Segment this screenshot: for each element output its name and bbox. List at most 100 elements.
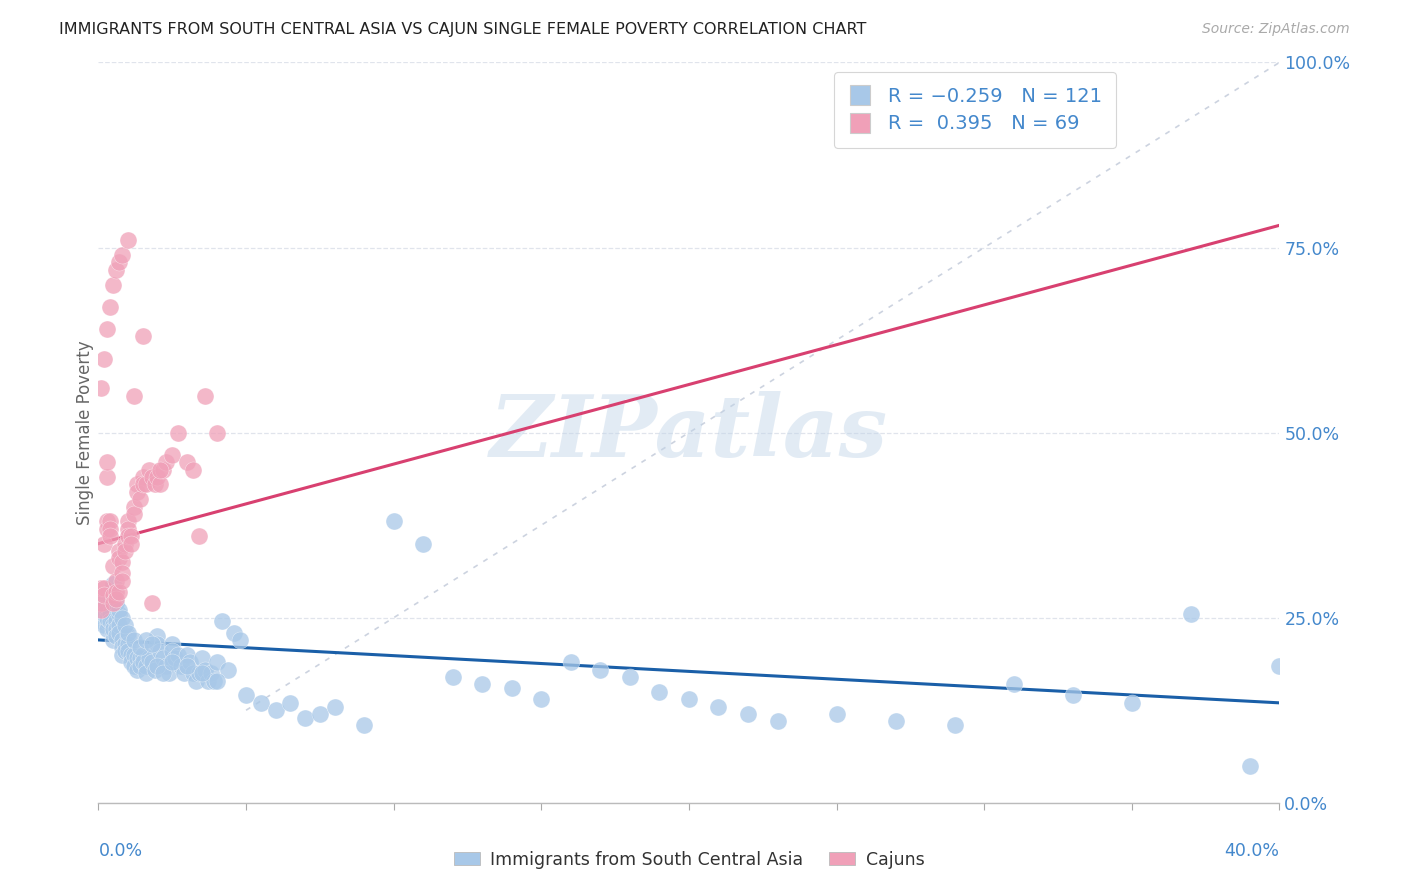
Point — [766, 714, 789, 729]
Point — [111, 555, 134, 569]
Point — [167, 648, 190, 662]
Point — [117, 529, 139, 543]
Text: IMMIGRANTS FROM SOUTH CENTRAL ASIA VS CAJUN SINGLE FEMALE POVERTY CORRELATION CH: IMMIGRANTS FROM SOUTH CENTRAL ASIA VS CA… — [59, 22, 866, 37]
Point — [111, 566, 134, 581]
Point — [108, 584, 131, 599]
Text: 40.0%: 40.0% — [1225, 842, 1279, 860]
Point — [111, 574, 134, 588]
Point — [103, 577, 125, 591]
Point — [217, 663, 239, 677]
Point — [678, 692, 700, 706]
Point — [143, 663, 166, 677]
Point — [471, 677, 494, 691]
Point — [530, 692, 553, 706]
Point — [235, 689, 257, 703]
Point — [589, 663, 612, 677]
Point — [181, 666, 204, 681]
Point — [194, 388, 217, 402]
Point — [120, 529, 142, 543]
Point — [155, 658, 177, 673]
Point — [122, 500, 145, 514]
Point — [205, 673, 228, 688]
Point — [294, 711, 316, 725]
Point — [105, 584, 128, 599]
Point — [114, 618, 136, 632]
Point — [122, 648, 145, 662]
Point — [98, 522, 121, 536]
Point — [108, 255, 131, 269]
Point — [125, 651, 148, 665]
Point — [152, 651, 174, 665]
Point — [105, 596, 128, 610]
Point — [141, 655, 163, 669]
Point — [135, 477, 157, 491]
Point — [125, 484, 148, 499]
Point — [146, 470, 169, 484]
Point — [152, 666, 174, 681]
Point — [200, 666, 222, 681]
Point — [103, 596, 125, 610]
Point — [111, 248, 134, 262]
Point — [117, 515, 139, 529]
Point — [501, 681, 523, 695]
Point — [224, 625, 246, 640]
Point — [250, 696, 273, 710]
Text: ZIPatlas: ZIPatlas — [489, 391, 889, 475]
Point — [128, 492, 150, 507]
Point — [167, 425, 190, 440]
Point — [103, 618, 125, 632]
Point — [412, 536, 434, 550]
Point — [176, 658, 198, 673]
Point — [108, 603, 131, 617]
Point — [146, 637, 169, 651]
Point — [114, 644, 136, 658]
Point — [125, 477, 148, 491]
Point — [1121, 696, 1143, 710]
Point — [146, 629, 169, 643]
Point — [105, 574, 128, 588]
Point — [90, 603, 112, 617]
Point — [1268, 658, 1291, 673]
Point — [648, 685, 671, 699]
Point — [197, 673, 219, 688]
Point — [111, 610, 134, 624]
Legend: Immigrants from South Central Asia, Cajuns: Immigrants from South Central Asia, Caju… — [447, 844, 931, 876]
Point — [93, 536, 115, 550]
Point — [108, 618, 131, 632]
Point — [96, 615, 118, 629]
Text: Source: ZipAtlas.com: Source: ZipAtlas.com — [1202, 22, 1350, 37]
Point — [707, 699, 730, 714]
Point — [103, 589, 125, 603]
Point — [176, 455, 198, 469]
Point — [138, 462, 160, 476]
Point — [90, 607, 112, 621]
Point — [135, 658, 157, 673]
Point — [184, 673, 207, 688]
Point — [125, 663, 148, 677]
Point — [122, 658, 145, 673]
Point — [187, 529, 209, 543]
Point — [132, 329, 155, 343]
Point — [98, 529, 121, 543]
Point — [382, 515, 405, 529]
Point — [105, 592, 128, 607]
Point — [143, 477, 166, 491]
Point — [90, 581, 112, 595]
Point — [120, 536, 142, 550]
Point — [162, 655, 183, 669]
Point — [117, 522, 139, 536]
Point — [93, 607, 115, 621]
Point — [114, 536, 136, 550]
Point — [194, 663, 217, 677]
Point — [152, 462, 174, 476]
Point — [155, 455, 177, 469]
Point — [179, 655, 201, 669]
Point — [353, 718, 375, 732]
Point — [105, 615, 128, 629]
Point — [90, 381, 112, 395]
Point — [1180, 607, 1202, 621]
Point — [173, 666, 195, 681]
Point — [619, 670, 641, 684]
Point — [122, 388, 145, 402]
Point — [96, 322, 118, 336]
